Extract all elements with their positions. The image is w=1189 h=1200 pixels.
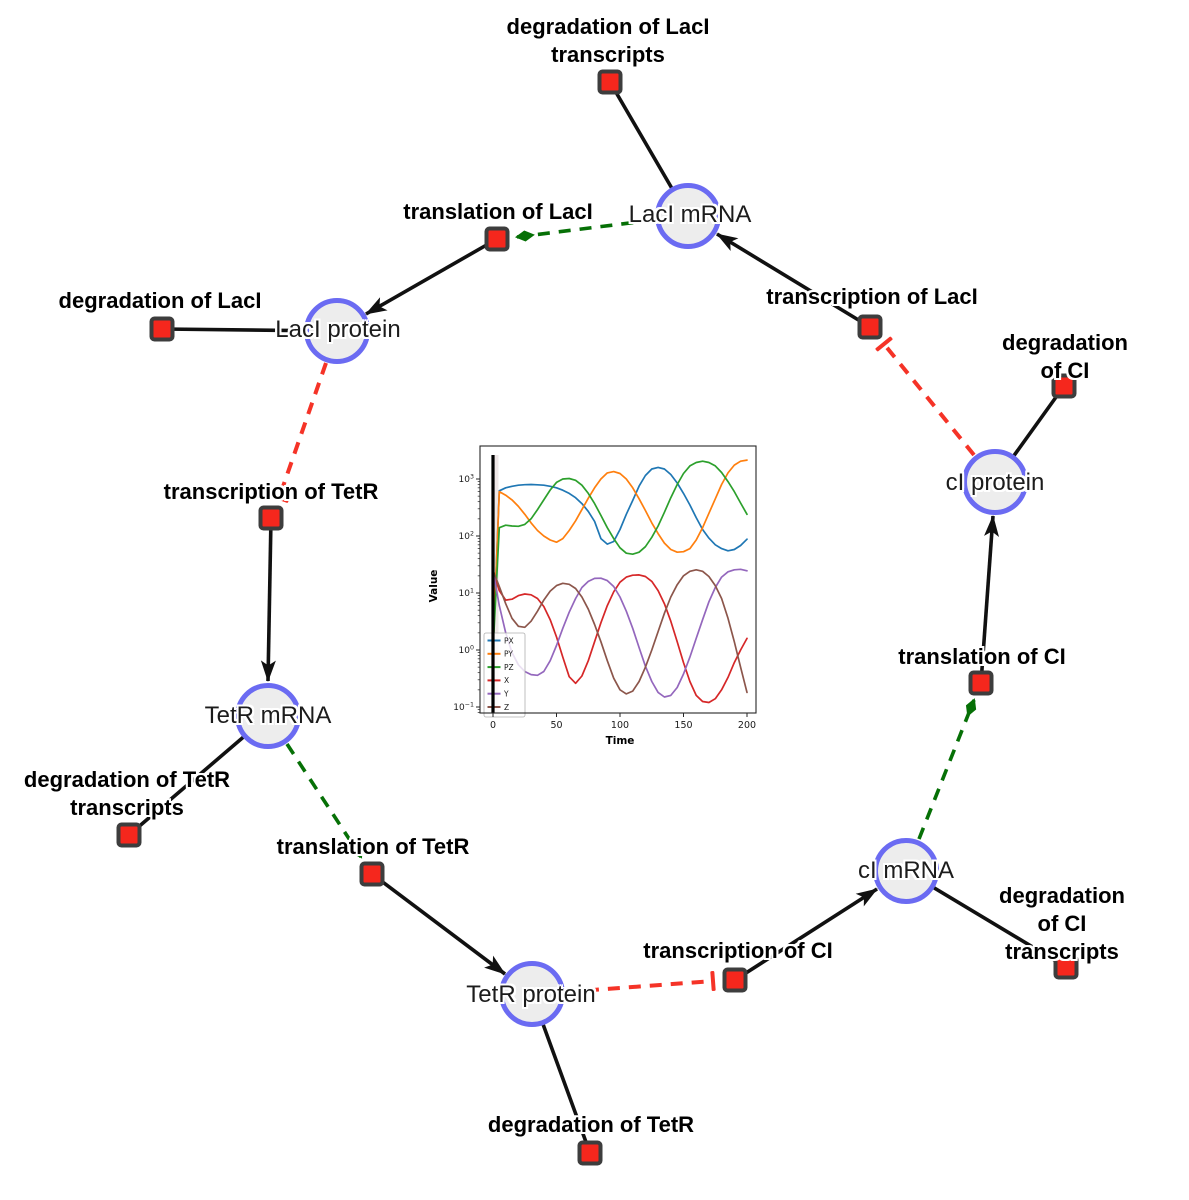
x-tick-label: 50	[550, 720, 562, 731]
species-label-tetr-protein: TetR protein	[466, 980, 596, 1008]
chart-series-X	[492, 569, 748, 704]
chart-series-PY	[492, 459, 748, 651]
reaction-label-degradation-of-ci: degradation of CI	[1002, 330, 1128, 383]
chart-legend: PX PY PZ XYZ	[483, 632, 526, 718]
reaction-label-transcription-of-ci: transcription of CI	[643, 938, 833, 964]
edge-transcription-ci-to-ci-mrna	[734, 887, 878, 982]
edge-transcription-laci-to-laci-mrna	[716, 232, 871, 329]
reaction-node-degradation-of-ci-transcripts[interactable]	[1053, 954, 1079, 980]
chart-x-axis-label: Time	[606, 735, 635, 747]
reaction-label-degradation-of-ci-transcripts: degradation of CI transcripts	[999, 883, 1125, 964]
y-tick-label: 102	[459, 531, 474, 543]
y-tick-label: 103	[459, 474, 474, 486]
species-node-laci-protein[interactable]	[304, 298, 370, 364]
chart-series-Y	[492, 568, 748, 698]
legend-label-PX: PX	[504, 636, 514, 645]
reaction-node-degradation-of-tetr-transcripts[interactable]	[116, 822, 142, 848]
edge-inhibition-tetr-protein-transcription-ci	[565, 970, 716, 994]
reaction-node-degradation-of-laci-transcripts[interactable]	[597, 69, 623, 95]
species-label-ci-mrna: cI mRNA	[858, 856, 954, 884]
reaction-label-transcription-of-laci: transcription of LacI	[766, 284, 978, 310]
edge-transcription-tetr-to-tetr-mrna	[260, 517, 276, 682]
reaction-label-degradation-of-laci: degradation of LacI	[58, 288, 262, 314]
chart-y-axis-label: Value	[428, 570, 440, 603]
reaction-label-translation-of-ci: translation of CI	[898, 644, 1066, 670]
reaction-label-translation-of-tetr: translation of TetR	[276, 834, 470, 860]
species-node-ci-mrna[interactable]	[873, 838, 939, 904]
legend-label-Y: Y	[503, 690, 509, 699]
species-node-tetr-mrna[interactable]	[235, 683, 301, 749]
inset-chart: PX PY PZ X Y Z 10−1 100 101 102 103 0 50 100 150 200 Tim…	[423, 436, 775, 768]
reaction-node-translation-of-laci[interactable]	[484, 226, 510, 252]
chart-series-PX	[492, 466, 748, 651]
x-tick-label: 100	[611, 720, 629, 731]
reaction-node-degradation-of-laci[interactable]	[149, 316, 175, 342]
reaction-node-transcription-of-ci[interactable]	[722, 967, 748, 993]
species-label-tetr-mrna: TetR mRNA	[204, 701, 332, 729]
edge-translation-laci-to-laci-protein	[365, 237, 498, 316]
reaction-label-degradation-of-tetr: degradation of TetR	[487, 1112, 695, 1138]
x-tick-label: 150	[674, 720, 692, 731]
species-label-laci-protein: LacI protein	[275, 315, 401, 343]
reaction-node-degradation-of-tetr[interactable]	[577, 1140, 603, 1166]
x-tick-label: 200	[738, 720, 756, 731]
reaction-node-translation-of-tetr[interactable]	[359, 861, 385, 887]
reaction-node-translation-of-ci[interactable]	[968, 670, 994, 696]
species-label-ci-protein: cI protein	[945, 468, 1045, 496]
edge-translation-tetr-to-tetr-protein	[370, 872, 507, 976]
reaction-label-transcription-of-tetr: transcription of TetR	[163, 479, 379, 505]
species-label-laci-mrna: LacI mRNA	[628, 200, 752, 228]
species-node-tetr-protein[interactable]	[499, 961, 565, 1027]
legend-label-Z: Z	[504, 703, 509, 712]
edge-activation-tetr-mrna-to-translation	[285, 743, 363, 859]
species-node-ci-protein[interactable]	[962, 449, 1028, 515]
edge-activation-ci-mrna-to-translation	[917, 698, 977, 840]
chart-frame	[479, 445, 757, 714]
y-tick-label: 100	[459, 645, 474, 657]
chart-series-Z	[492, 568, 748, 695]
species-node-laci-mrna[interactable]	[655, 183, 721, 249]
y-tick-label: 10−1	[453, 702, 474, 714]
edge-activation-laci-mrna-to-translation	[515, 218, 655, 242]
inset-chart-svg: PX PY PZ XYZ 10−1 100 101 102 103 0 50 100 150 200 Tim…	[423, 436, 775, 768]
chart-series-PZ	[492, 460, 748, 651]
reaction-label-degradation-of-tetr-transcripts: degradation of TetR transcripts	[23, 767, 231, 820]
legend-label-PZ: PZ	[504, 663, 514, 672]
edge-inhibition-laci-protein-transcription-tetr	[269, 362, 328, 503]
x-tick-label: 0	[490, 720, 496, 731]
legend-label-PY: PY	[504, 650, 513, 659]
reaction-node-transcription-of-tetr[interactable]	[258, 505, 284, 531]
reaction-label-translation-of-laci: translation of LacI	[403, 199, 593, 225]
edge-translation-ci-to-ci-protein	[979, 515, 1000, 684]
legend-label-X: X	[504, 676, 509, 685]
reaction-label-degradation-of-laci-transcripts: degradation of LacI transcripts	[506, 14, 710, 67]
y-tick-label: 101	[459, 588, 474, 600]
reaction-node-transcription-of-laci[interactable]	[857, 314, 883, 340]
reaction-node-degradation-of-ci[interactable]	[1051, 373, 1077, 399]
edge-inhibition-ci-protein-transcription-laci	[875, 336, 976, 457]
